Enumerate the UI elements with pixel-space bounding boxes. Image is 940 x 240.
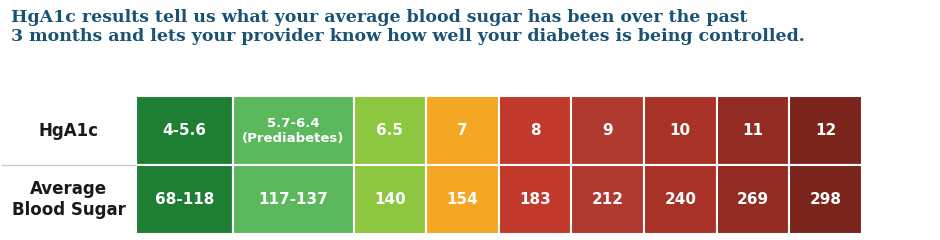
FancyBboxPatch shape <box>572 165 644 234</box>
FancyBboxPatch shape <box>644 165 716 234</box>
Text: 6.5: 6.5 <box>376 123 403 138</box>
Text: 5.7-6.4
(Prediabetes): 5.7-6.4 (Prediabetes) <box>242 117 344 145</box>
FancyBboxPatch shape <box>499 165 572 234</box>
FancyBboxPatch shape <box>790 96 862 165</box>
Text: 11: 11 <box>743 123 763 138</box>
Text: 154: 154 <box>446 192 478 207</box>
Text: 68-118: 68-118 <box>154 192 214 207</box>
FancyBboxPatch shape <box>232 96 353 165</box>
Text: 117-137: 117-137 <box>258 192 328 207</box>
FancyBboxPatch shape <box>232 165 353 234</box>
FancyBboxPatch shape <box>426 165 499 234</box>
Text: Average
Blood Sugar: Average Blood Sugar <box>12 180 126 219</box>
FancyBboxPatch shape <box>499 96 572 165</box>
Text: 298: 298 <box>809 192 841 207</box>
Text: 240: 240 <box>665 192 697 207</box>
FancyBboxPatch shape <box>572 96 644 165</box>
Text: 183: 183 <box>519 192 551 207</box>
FancyBboxPatch shape <box>135 96 232 165</box>
FancyBboxPatch shape <box>426 96 499 165</box>
Text: 212: 212 <box>591 192 623 207</box>
FancyBboxPatch shape <box>353 165 426 234</box>
Text: 269: 269 <box>737 192 769 207</box>
FancyBboxPatch shape <box>353 96 426 165</box>
Text: 10: 10 <box>669 123 691 138</box>
Text: 8: 8 <box>530 123 540 138</box>
FancyBboxPatch shape <box>716 96 790 165</box>
FancyBboxPatch shape <box>135 165 232 234</box>
Text: 140: 140 <box>374 192 406 207</box>
Text: 12: 12 <box>815 123 836 138</box>
Text: 9: 9 <box>603 123 613 138</box>
Text: HgA1c results tell us what your average blood sugar has been over the past
3 mon: HgA1c results tell us what your average … <box>10 8 805 45</box>
Text: 7: 7 <box>457 123 468 138</box>
FancyBboxPatch shape <box>716 165 790 234</box>
Text: HgA1c: HgA1c <box>39 122 99 140</box>
FancyBboxPatch shape <box>790 165 862 234</box>
Text: 4-5.6: 4-5.6 <box>163 123 206 138</box>
FancyBboxPatch shape <box>644 96 716 165</box>
